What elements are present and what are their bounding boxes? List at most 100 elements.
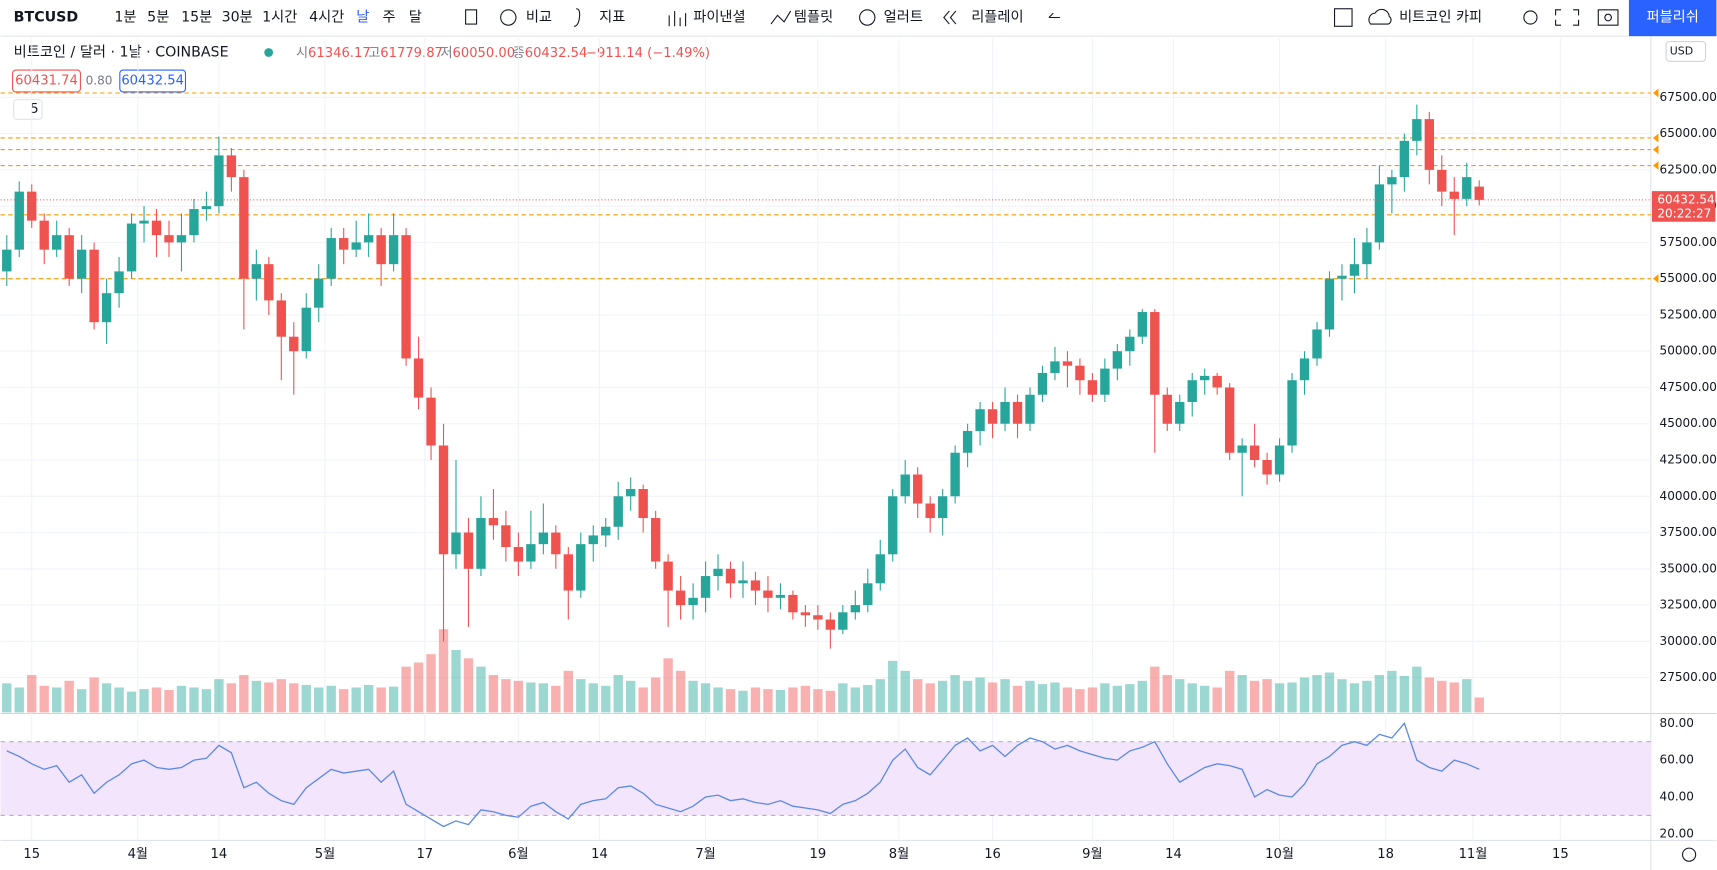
- legend-value: 61779.87: [380, 46, 443, 61]
- volume-bar: [913, 679, 923, 713]
- candle-body: [601, 526, 611, 536]
- candle-body: [663, 561, 673, 591]
- toolbar-button[interactable]: 얼러트: [884, 9, 923, 26]
- toolbar-button[interactable]: 파이낸셜: [693, 9, 745, 26]
- interval-button[interactable]: 주: [382, 10, 395, 26]
- volume-bar: [1000, 679, 1010, 713]
- last-price-box: [1651, 191, 1716, 222]
- volume-bar: [1249, 680, 1260, 713]
- candle-body: [1212, 375, 1222, 388]
- volume-bar: [1125, 684, 1135, 713]
- volume-bar: [650, 677, 661, 713]
- currency-box[interactable]: [1665, 41, 1707, 62]
- toolbar-button[interactable]: 지표: [599, 9, 625, 26]
- x-tick-label: 18: [1377, 847, 1394, 862]
- candle-body: [875, 554, 885, 584]
- candle-body: [276, 300, 286, 337]
- candle-body: [1274, 445, 1285, 475]
- volume-bar: [813, 689, 823, 713]
- toolbar-button[interactable]: 템플릿: [794, 9, 833, 26]
- candle-body: [1062, 361, 1073, 366]
- alert-marker: [1652, 145, 1659, 154]
- volume-bar: [937, 680, 948, 713]
- volume-bar: [314, 687, 324, 713]
- candle-body: [1000, 401, 1010, 424]
- toolbar-button[interactable]: 리플레이: [971, 9, 1023, 26]
- volume-bar: [888, 660, 898, 713]
- interval-button[interactable]: 15분: [181, 10, 212, 26]
- publish-button[interactable]: [1628, 0, 1717, 37]
- x-tick-label: 7월: [695, 846, 715, 862]
- y-tick-label: 27500.00: [1660, 670, 1717, 684]
- volume-bar: [838, 683, 848, 713]
- candle-body: [401, 235, 411, 359]
- toolbar-button[interactable]: 비교: [526, 9, 552, 26]
- volume-bar: [52, 687, 62, 713]
- volume-bar: [700, 683, 711, 713]
- settings-icon[interactable]: [1681, 847, 1697, 862]
- interval-button[interactable]: 달: [409, 9, 422, 26]
- candle-body: [1349, 264, 1360, 276]
- volume-bar: [476, 666, 486, 713]
- candle-body: [1362, 242, 1372, 265]
- symbol[interactable]: BTCUSD: [14, 10, 79, 26]
- volume-bar: [638, 687, 648, 713]
- candle-body: [39, 220, 49, 250]
- bid-box[interactable]: [12, 69, 81, 93]
- volume-bar: [114, 687, 124, 713]
- legend-label: 시: [296, 46, 308, 61]
- x-tick-label: 16: [984, 847, 1001, 862]
- candle-body: [289, 336, 299, 352]
- candle-body: [52, 235, 62, 250]
- candle-body: [239, 177, 249, 279]
- bid[interactable]: 60431.74: [15, 73, 78, 88]
- volume-bar: [925, 683, 935, 713]
- interval-button[interactable]: 5분: [147, 10, 169, 26]
- volume-bar: [151, 687, 162, 713]
- candle-body: [451, 532, 461, 555]
- volume-bar: [14, 687, 24, 713]
- volume-bar: [788, 687, 798, 713]
- volume-bar: [588, 683, 598, 713]
- volume-bar: [451, 650, 461, 713]
- candle-body: [189, 209, 199, 236]
- candle-body: [438, 445, 449, 555]
- ask-box[interactable]: [119, 69, 187, 93]
- layout-name[interactable]: 비트코인 카피: [1399, 9, 1482, 26]
- currency[interactable]: USD: [1670, 44, 1693, 57]
- x-tick-label: 14: [1165, 847, 1182, 862]
- candle-body: [1299, 358, 1310, 381]
- interval-button[interactable]: 1시간: [262, 9, 297, 26]
- volume-bar: [1087, 687, 1098, 713]
- volume-bar: [613, 674, 623, 713]
- rsi-tick-label: 60.00: [1660, 753, 1694, 767]
- interval-button[interactable]: 날: [356, 9, 369, 26]
- volume-bar: [750, 687, 761, 713]
- rsi-band: [0, 741, 1651, 816]
- volume-bar: [226, 683, 237, 713]
- volume-bar: [376, 687, 386, 713]
- alert-marker: [1652, 133, 1659, 143]
- volume-bar: [39, 685, 49, 713]
- collapse-button[interactable]: [13, 99, 43, 120]
- volume-bar: [825, 690, 836, 713]
- publish-label[interactable]: 퍼블리쉬: [1647, 9, 1699, 26]
- candle-body: [1150, 312, 1160, 395]
- ask[interactable]: 60432.54: [121, 73, 184, 88]
- interval-button[interactable]: 4시간: [309, 9, 344, 26]
- candle-body: [725, 568, 736, 584]
- y-tick-label: 65000.00: [1660, 126, 1717, 140]
- interval-button[interactable]: 30분: [222, 10, 253, 26]
- volume-bar: [339, 689, 349, 713]
- candle-body: [863, 583, 873, 606]
- interval-button[interactable]: 1분: [114, 10, 136, 26]
- volume-bar: [251, 680, 262, 713]
- collapse-count[interactable]: 5: [30, 102, 38, 117]
- volume-bar: [775, 689, 786, 713]
- volume-bar: [663, 658, 673, 713]
- legend-label: 저: [440, 45, 452, 61]
- candle-body: [226, 155, 237, 178]
- y-tick-label: 67500.00: [1660, 90, 1717, 104]
- volume-bar: [1337, 679, 1347, 713]
- volume-bar: [1324, 672, 1335, 713]
